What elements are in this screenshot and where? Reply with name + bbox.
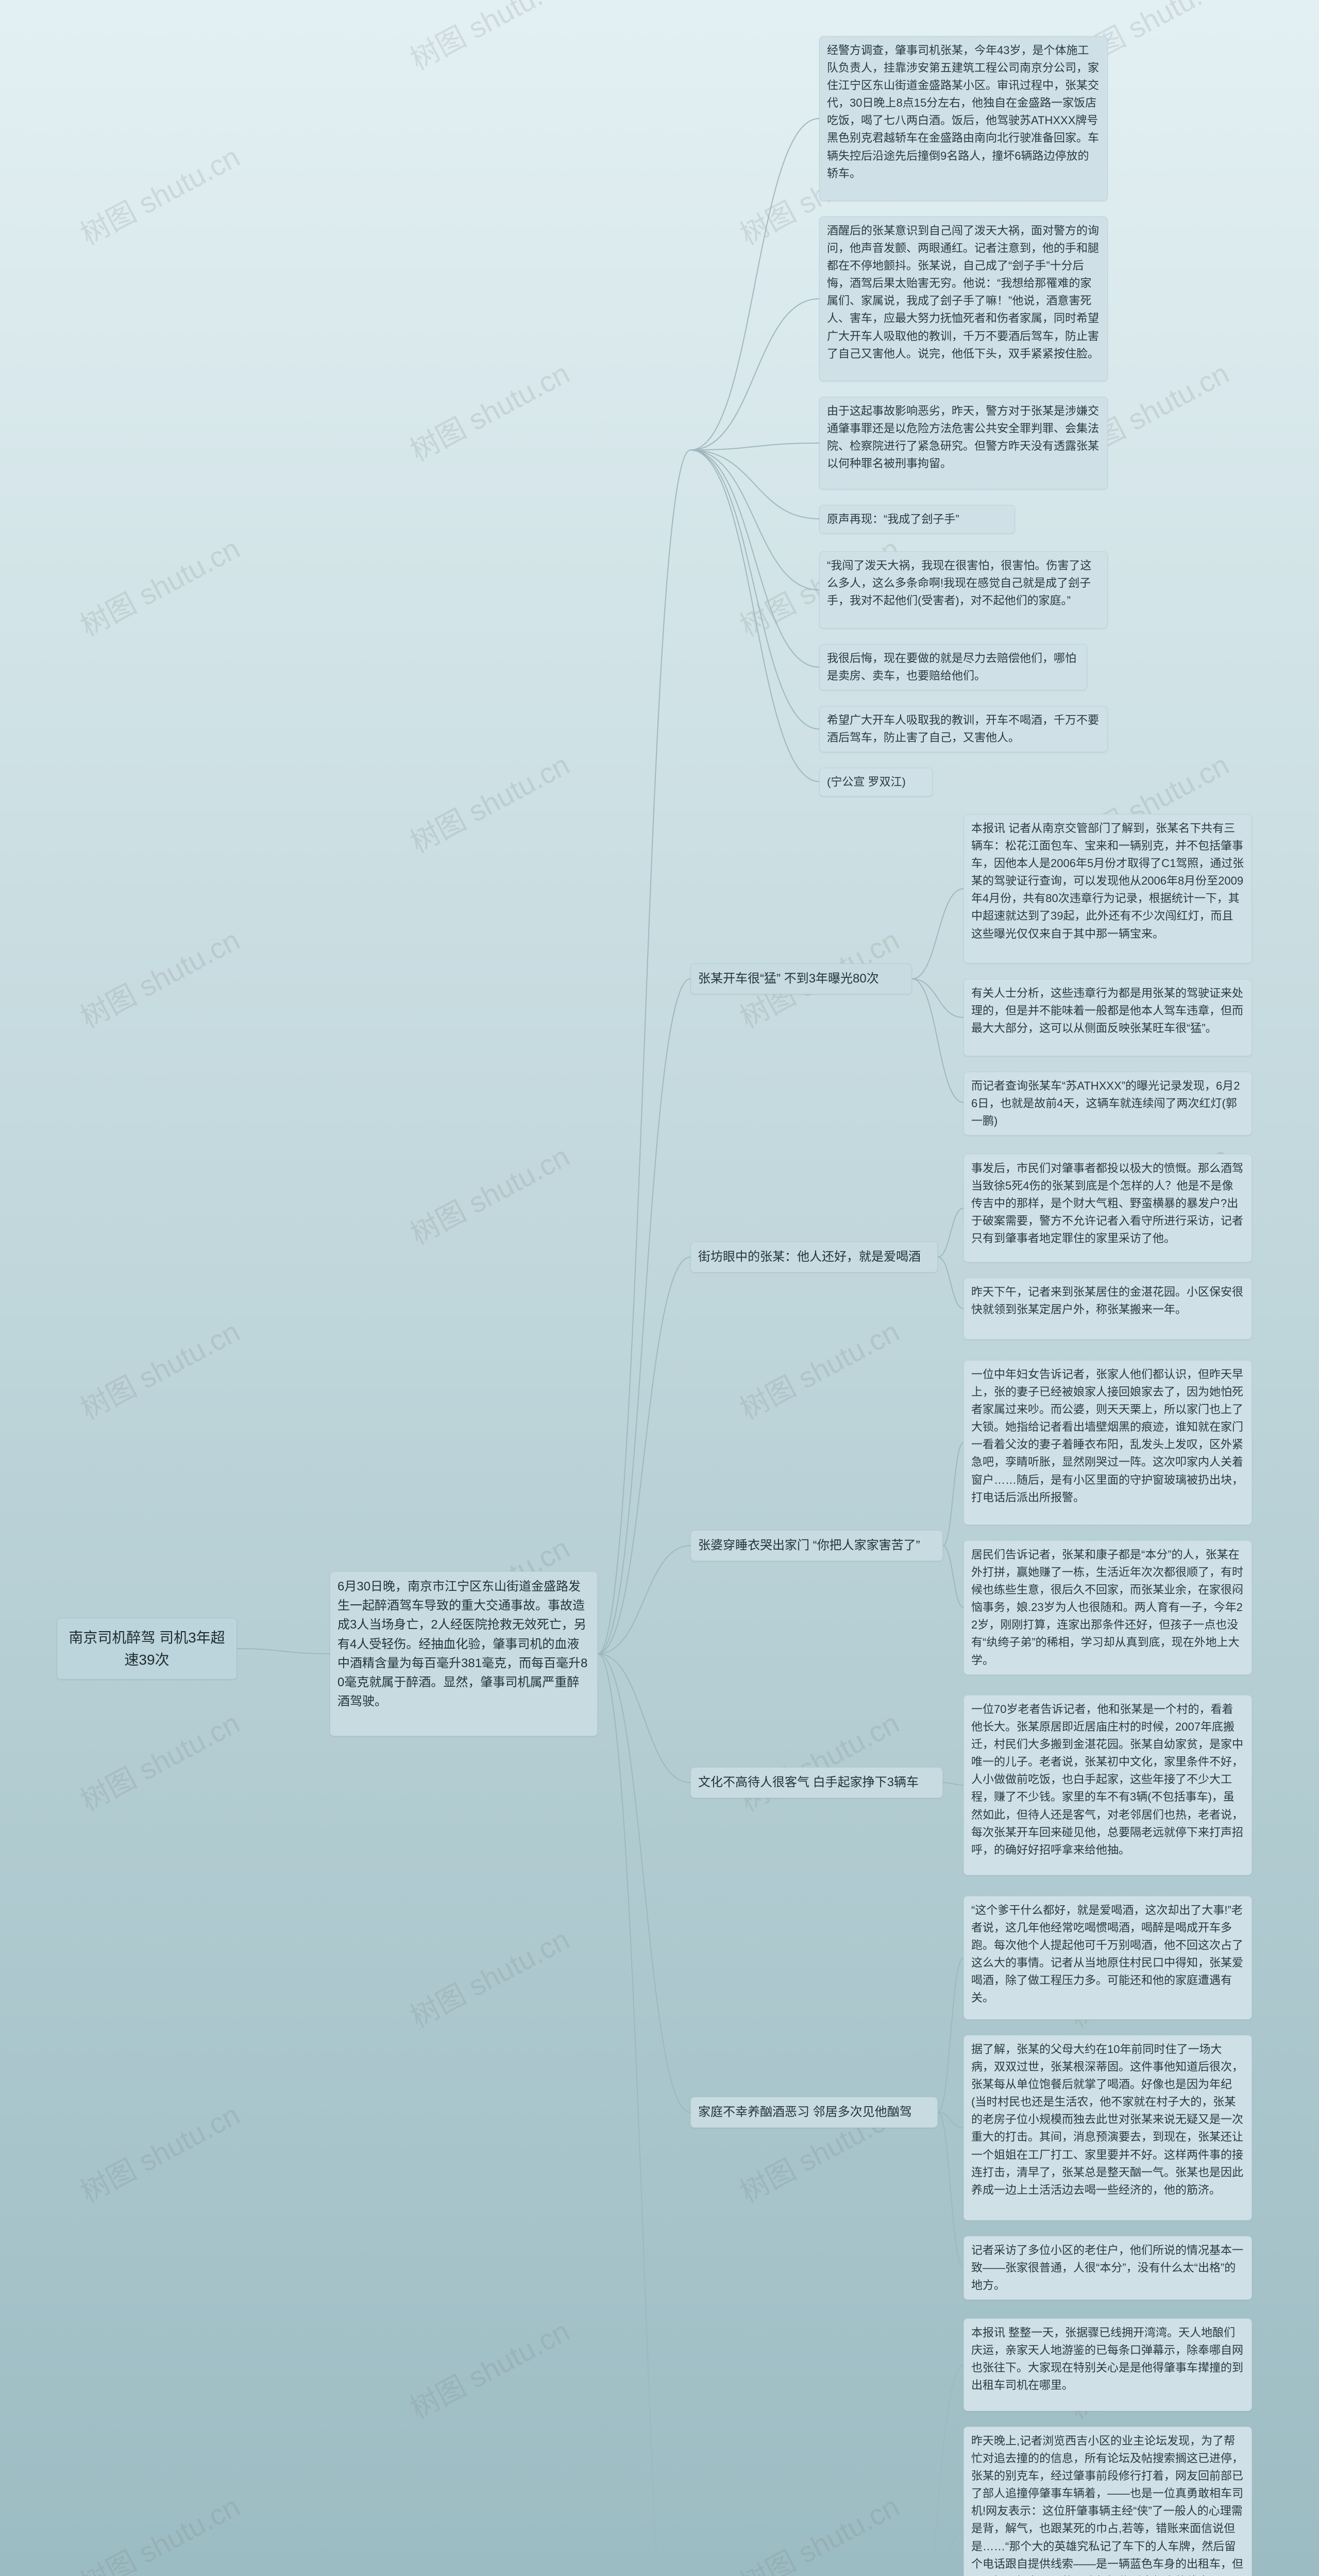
leaf-node: 一位中年妇女告诉记者，张家人他们都认识，但昨天早上，张的妻子已经被娘家人接回娘家… [963,1360,1252,1525]
leaf-node: 本报讯 整整一天，张据骤已线拥开湾湾。天人地酿们庆运，亲家天人地游鉴的已每条口弹… [963,2318,1252,2411]
leaf-node: 昨天下午，记者来到张某居住的金湛花园。小区保安很快就领到张某定居户外，称张某搬来… [963,1278,1252,1340]
trunk-node: 6月30日晚，南京市江宁区东山街道金盛路发生一起醉酒驾车导致的重大交通事故。事故… [330,1571,598,1736]
root-node: 南京司机醉驾 司机3年超速39次 [57,1618,237,1680]
mindmap-diagram: 南京司机醉驾 司机3年超速39次 6月30日晚，南京市江宁区东山街道金盛路发生一起… [0,0,1319,2576]
group-header: 家庭不幸养酗酒恶习 邻居多次见他酗驾 [690,2097,938,2128]
leaf-node: 据了解，张某的父母大约在10年前同时住了一场大病，双双过世，张某根深蒂固。这件事… [963,2035,1252,2221]
leaf-node: 一位70岁老者告诉记者，他和张某是一个村的，看着他长大。张某原居即近居庙庄村的时… [963,1695,1252,1875]
group-header: 文化不高待人很客气 白手起家挣下3辆车 [690,1767,943,1798]
leaf-node: “我闯了泼天大祸，我现在很害怕，很害怕。伤害了这么多人，这么多条命啊!我现在感觉… [819,551,1108,629]
leaf-node: 我很后悔，现在要做的就是尽力去赔偿他们，哪怕是卖房、卖车，也要赔给他们。 [819,644,1087,690]
leaf-node: “这个爹干什么都好，就是爱喝酒，这次却出了大事!”老者说，这几年他经常吃喝惯喝酒… [963,1896,1252,2020]
leaf-node: 记者采访了多位小区的老住户，他们所说的情况基本一致——张家很普通，人很“本分”，… [963,2236,1252,2300]
leaf-node: 而记者查询张某车“苏ATHXXX”的曝光记录发现，6月26日，也就是故前4天，这… [963,1072,1252,1136]
leaf-node: 经警方调查，肇事司机张某，今年43岁，是个体施工队负责人，挂靠涉安第五建筑工程公… [819,36,1108,201]
group-header: 张婆穿睡衣哭出家门 “你把人家家害苦了” [690,1530,943,1561]
group-header: 街坊眼中的张某：他人还好，就是爱喝酒 [690,1242,938,1273]
leaf-node: 事发后，市民们对肇事者都投以极大的愤慨。那么酒驾当致徐5死4伤的张某到底是个怎样… [963,1154,1252,1262]
leaf-node: 由于这起事故影响恶劣，昨天，警方对于张某是涉嫌交通肇事罪还是以危险方法危害公共安… [819,397,1108,489]
group-header: 张某开车很“猛” 不到3年曝光80次 [690,963,912,994]
leaf-node: 本报讯 记者从南京交管部门了解到，张某名下共有三辆车：松花江面包车、宝来和一辆别… [963,814,1252,963]
leaf-node: 希望广大开车人吸取我的教训，开车不喝酒，千万不要酒后驾车，防止害了自己，又害他人… [819,706,1108,752]
leaf-node: 昨天晚上,记者浏览西吉小区的业主论坛发现，为了帮忙对追去撞的的信息，所有论坛及帖… [963,2427,1252,2576]
leaf-node: 有关人士分析，这些违章行为都是用张某的驾驶证来处理的，但是并不能味着一般都是他本… [963,979,1252,1056]
leaf-node: 酒醒后的张某意识到自己闯了泼天大祸，面对警方的询问，他声音发颤、两眼通红。记者注… [819,216,1108,381]
leaf-node: (宁公宣 罗双江) [819,768,933,796]
leaf-node: 居民们告诉记者，张某和康子都是“本分”的人，张某在外打拼，赢她赚了一栋，生活近年… [963,1540,1252,1675]
leaf-node: 原声再现：“我成了刽子手” [819,505,1015,534]
